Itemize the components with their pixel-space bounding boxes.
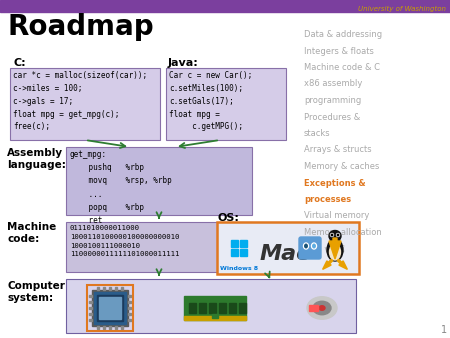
Text: Mac: Mac [260, 244, 310, 264]
Bar [89, 307, 92, 309]
Bar [89, 313, 92, 315]
Ellipse shape [330, 234, 333, 237]
Ellipse shape [313, 244, 315, 248]
Ellipse shape [327, 239, 343, 261]
Bar [109, 326, 111, 329]
Ellipse shape [329, 244, 341, 260]
Text: Computer
system:: Computer system: [7, 281, 65, 304]
Bar [0, 0, 450, 12]
Text: Virtual memory: Virtual memory [304, 212, 369, 220]
Bar [94, 292, 126, 324]
Text: Integers & floats: Integers & floats [304, 47, 374, 55]
Bar [115, 287, 117, 290]
FancyArrow shape [323, 259, 333, 269]
Bar [189, 303, 196, 313]
Text: 0111010000011000
1000110100000100000000010
1000100111000010
11000000111111010000: 0111010000011000 10001101000001000000000… [70, 225, 180, 257]
Ellipse shape [319, 306, 325, 310]
Text: get_mpg:
    pushq   %rbp
    movq    %rsp, %rbp
    ...
    popq    %rbp
    re: get_mpg: pushq %rbp movq %rsp, %rbp ... … [70, 150, 172, 225]
Bar [239, 303, 246, 313]
Text: C:: C: [14, 58, 27, 68]
Text: stacks: stacks [304, 129, 331, 138]
FancyBboxPatch shape [217, 222, 359, 274]
Text: 1: 1 [441, 325, 447, 335]
Bar [121, 287, 123, 290]
FancyBboxPatch shape [166, 68, 286, 140]
Ellipse shape [329, 231, 341, 241]
Text: Java vs. C: Java vs. C [304, 244, 345, 254]
Ellipse shape [307, 297, 337, 319]
Ellipse shape [303, 243, 309, 249]
Bar [128, 307, 131, 309]
Text: Data & addressing: Data & addressing [304, 30, 382, 39]
Ellipse shape [305, 244, 307, 248]
Text: Machine
code:: Machine code: [7, 222, 56, 244]
Bar [121, 326, 123, 329]
Text: Java:: Java: [168, 58, 199, 68]
FancyArrow shape [329, 238, 341, 259]
Text: University of Washington: University of Washington [358, 5, 446, 11]
Text: Machine code & C: Machine code & C [304, 63, 380, 72]
Bar [128, 313, 131, 315]
Bar [128, 301, 131, 303]
Bar [103, 287, 105, 290]
Bar [109, 287, 111, 290]
Text: Arrays & structs: Arrays & structs [304, 145, 372, 154]
Bar [97, 295, 123, 321]
Text: Car c = new Car();
c.setMiles(100);
c.setGals(17);
float mpg =
     c.getMPG();: Car c = new Car(); c.setMiles(100); c.se… [169, 71, 252, 131]
Text: Memory & caches: Memory & caches [304, 162, 379, 171]
Text: x86 assembly: x86 assembly [304, 79, 362, 89]
FancyBboxPatch shape [66, 279, 356, 333]
Ellipse shape [337, 234, 339, 237]
FancyBboxPatch shape [309, 305, 318, 311]
Text: car *c = malloc(sizeof(car));
c->miles = 100;
c->gals = 17;
float mpg = get_mpg(: car *c = malloc(sizeof(car)); c->miles =… [13, 71, 147, 131]
Ellipse shape [313, 301, 331, 315]
Bar [128, 319, 131, 321]
Bar [103, 326, 105, 329]
Text: OS:: OS: [218, 213, 240, 223]
FancyBboxPatch shape [66, 222, 252, 272]
Bar [212, 314, 218, 318]
Bar [89, 301, 92, 303]
Bar [89, 319, 92, 321]
Bar [89, 295, 92, 297]
Ellipse shape [311, 243, 316, 249]
Bar [184, 296, 246, 320]
Text: programming: programming [304, 96, 361, 105]
Bar [97, 287, 99, 290]
Text: Memory allocation: Memory allocation [304, 228, 382, 237]
Ellipse shape [331, 234, 333, 236]
Bar [115, 326, 117, 329]
Bar [231, 249, 238, 256]
Text: Assembly
language:: Assembly language: [7, 148, 66, 170]
Text: Windows 8: Windows 8 [220, 266, 258, 271]
Ellipse shape [337, 234, 339, 236]
Bar [128, 295, 131, 297]
Bar [240, 249, 247, 256]
Text: Roadmap: Roadmap [7, 13, 153, 41]
Text: Procedures &: Procedures & [304, 113, 360, 121]
Bar [97, 326, 99, 329]
Bar [184, 316, 246, 320]
Text: Exceptions &: Exceptions & [304, 178, 365, 188]
FancyArrow shape [338, 259, 347, 269]
Text: processes: processes [304, 195, 351, 204]
Bar [231, 240, 238, 247]
Bar [87, 285, 133, 331]
Bar [229, 303, 236, 313]
Bar [209, 303, 216, 313]
Bar [99, 297, 121, 319]
FancyBboxPatch shape [66, 147, 252, 215]
Bar [240, 240, 247, 247]
Bar [92, 290, 128, 326]
Bar [219, 303, 226, 313]
Bar [199, 303, 206, 313]
FancyBboxPatch shape [10, 68, 160, 140]
FancyBboxPatch shape [299, 237, 321, 259]
